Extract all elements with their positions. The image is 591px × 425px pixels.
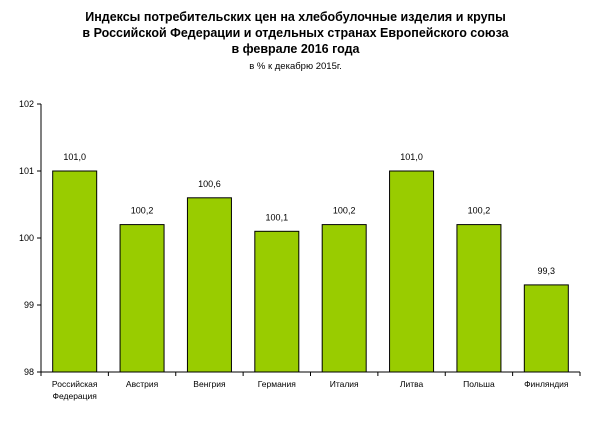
bar [456,224,502,373]
x-tick-label: Венгрия [193,379,226,389]
title-line-3: в феврале 2016 года [231,42,360,56]
data-label: 100,1 [266,212,289,222]
data-label: 101,0 [63,152,86,162]
bar [254,230,300,373]
chart-subtitle: в % к декабрю 2015г. [249,61,342,72]
x-tick-label: Польша [463,379,495,389]
x-tick-label: Федерация [53,391,98,401]
chart-title: Индексы потребительских цен на хлебобуло… [0,9,591,57]
x-tick-label: Финляндия [524,379,569,389]
data-label: 100,6 [198,179,221,189]
x-tick-label: Литва [400,379,424,389]
bar [119,224,165,373]
x-tick-label: Австрия [126,379,159,389]
data-label: 101,0 [400,152,423,162]
x-tick-label: Российская [52,379,98,389]
y-tick-label: 100 [19,233,34,243]
title-line-2: в Российской Федерации и отдельных стран… [82,26,509,40]
x-tick-label: Германия [258,379,297,389]
data-label: 99,3 [538,266,556,276]
x-tick-label: Италия [330,379,359,389]
bar [523,284,569,373]
data-label: 100,2 [468,206,491,216]
title-line-1: Индексы потребительских цен на хлебобуло… [85,10,506,24]
y-tick-label: 102 [19,99,34,109]
bar [52,170,98,373]
y-tick-label: 101 [19,166,34,176]
bar [389,170,435,373]
bar [321,224,367,373]
y-tick-label: 98 [24,367,34,377]
y-tick-label: 99 [24,300,34,310]
bar [186,197,232,373]
data-label: 100,2 [333,206,356,216]
data-label: 100,2 [131,206,154,216]
